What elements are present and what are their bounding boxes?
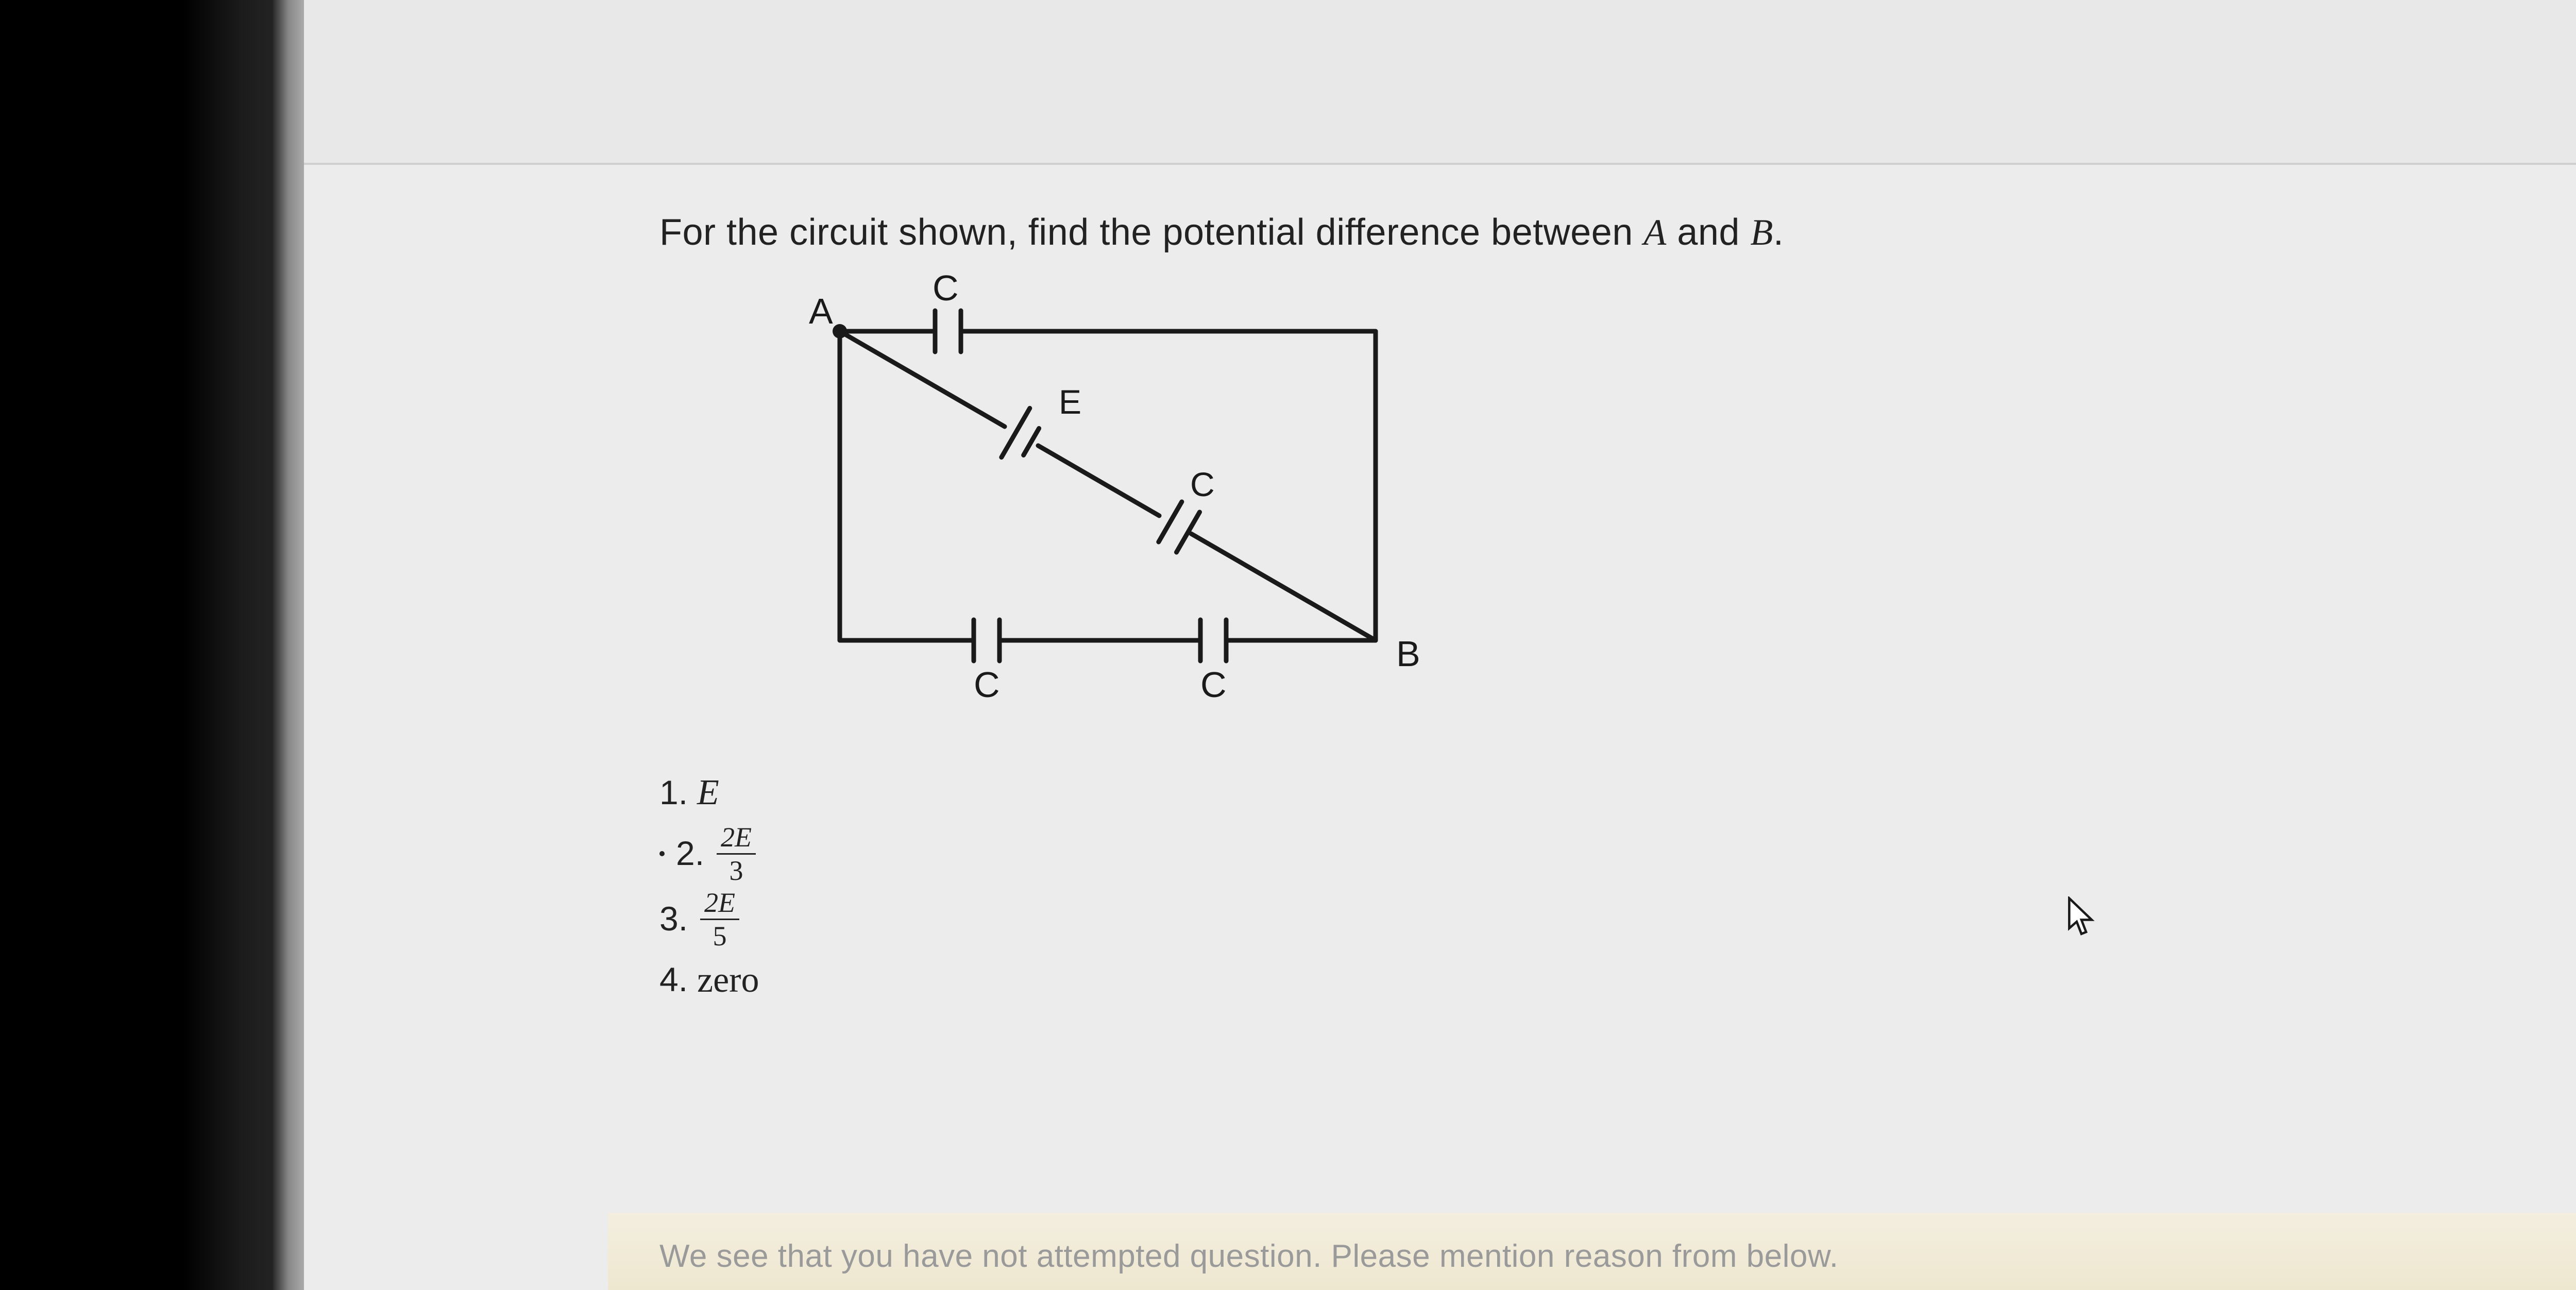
option-3[interactable]: 3. 2E 5 [659, 889, 2576, 950]
answer-options: 1. E 2. 2E 3 3. 2E 5 [659, 767, 2576, 1006]
option-2-marker [659, 851, 665, 856]
footer-hint: We see that you have not attempted quest… [659, 1238, 1838, 1275]
var-b: B [1750, 212, 1773, 253]
and-text: and [1667, 212, 1751, 253]
screen: For the circuit shown, find the potentia… [0, 0, 2576, 1290]
option-3-top: 2E [700, 889, 739, 920]
period: . [1773, 212, 1784, 253]
option-2[interactable]: 2. 2E 3 [659, 823, 2576, 885]
question-prompt: For the circuit shown, find the potentia… [659, 211, 2576, 254]
option-2-frac: 2E 3 [717, 823, 756, 885]
question-block: For the circuit shown, find the potentia… [304, 165, 2576, 1006]
option-1-num: 1. [659, 768, 688, 818]
prompt-text: For the circuit shown, find the potentia… [659, 212, 1643, 253]
option-1-val: E [697, 767, 719, 819]
top-strip [304, 0, 2576, 165]
option-4-val: zero [697, 954, 759, 1007]
label-a: A [809, 291, 833, 331]
content-pane: For the circuit shown, find the potentia… [304, 0, 2576, 1290]
label-cap-br: C [1200, 665, 1227, 705]
label-b: B [1396, 634, 1420, 674]
left-bezel [0, 0, 304, 1290]
option-4[interactable]: 4. zero [659, 954, 2576, 1007]
option-3-bot: 5 [713, 920, 727, 950]
option-4-num: 4. [659, 955, 688, 1005]
option-2-num: 2. [676, 829, 704, 878]
var-a: A [1643, 212, 1666, 253]
option-1[interactable]: 1. E [659, 767, 2576, 819]
label-cap-bl: C [974, 665, 1000, 705]
label-battery: E [1059, 383, 1081, 421]
circuit-diagram: A C E C B C C [778, 269, 2576, 736]
option-3-num: 3. [659, 894, 688, 944]
label-cap-top: C [933, 269, 959, 308]
option-3-frac: 2E 5 [700, 889, 739, 950]
label-cap-diag: C [1190, 465, 1215, 503]
option-2-bot: 3 [730, 855, 743, 885]
option-2-top: 2E [717, 823, 756, 855]
